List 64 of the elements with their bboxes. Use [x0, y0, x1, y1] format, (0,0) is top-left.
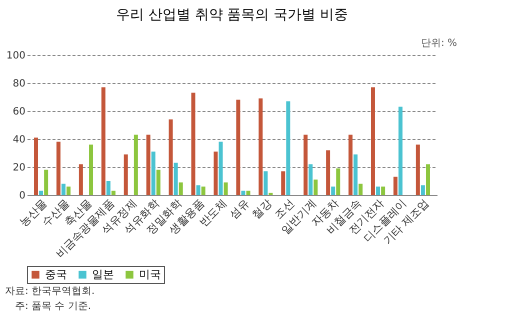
y-tick-label: 80: [12, 78, 26, 90]
bar: [381, 186, 386, 195]
bar: [146, 134, 150, 195]
bar: [174, 162, 178, 195]
bar: [101, 87, 106, 195]
y-tick-label: 60: [12, 106, 26, 118]
bar: [354, 154, 358, 195]
y-tick-label: 0: [19, 190, 26, 202]
text: 단위: %: [420, 38, 457, 49]
bar: [44, 170, 48, 195]
chart-title: 우리 산업별 취약 품목의 국가별 비중: [116, 7, 348, 23]
bar: [264, 171, 268, 195]
y-tick-label: 20: [12, 162, 26, 174]
text: 자료: 한국무역협회.: [5, 286, 95, 297]
legend-label: 미국: [139, 268, 161, 281]
bar: [416, 144, 420, 195]
bar: [151, 152, 156, 195]
bar: [106, 181, 110, 195]
bar: [370, 87, 375, 195]
bar: [376, 186, 380, 195]
bar: [286, 101, 290, 195]
bar: [358, 184, 363, 195]
text: 주: 품목 수 기준.: [15, 301, 92, 312]
legend-label: 일본: [92, 268, 114, 281]
bar: [124, 154, 128, 195]
bar: [420, 185, 425, 195]
bar: [304, 134, 308, 195]
bar: [89, 144, 94, 195]
y-tick-label: 40: [12, 134, 26, 146]
bar: [66, 186, 71, 195]
bar: [224, 182, 228, 195]
bar: [281, 171, 286, 195]
bar: [398, 106, 402, 195]
bar: [426, 164, 430, 195]
bar: [34, 138, 38, 195]
legend-label: 중국: [45, 268, 67, 281]
bar: [258, 98, 263, 195]
bar: [331, 186, 336, 195]
bar: [218, 142, 223, 195]
x-tick-label: 섬유: [226, 196, 252, 222]
bar: [336, 168, 340, 195]
bar: [246, 190, 250, 195]
bar: [39, 190, 44, 195]
bar: [111, 190, 116, 195]
bar: [178, 182, 183, 195]
x-tick-label: 철강: [249, 196, 274, 222]
bar: [201, 186, 206, 195]
bar: [78, 164, 83, 195]
bar: [393, 176, 398, 195]
bar: [168, 119, 173, 195]
bar: [62, 184, 66, 195]
bar: [191, 92, 196, 195]
y-tick-label: 100: [6, 50, 26, 62]
bar: [156, 170, 160, 195]
bar: [348, 134, 353, 195]
bar: [236, 100, 240, 195]
bar: [314, 180, 318, 195]
bar: [308, 164, 313, 195]
bar: [56, 142, 60, 195]
bar: [214, 152, 218, 195]
bar: [241, 190, 246, 195]
bar: [326, 150, 330, 195]
bar: [134, 134, 138, 195]
bar: [196, 185, 200, 195]
